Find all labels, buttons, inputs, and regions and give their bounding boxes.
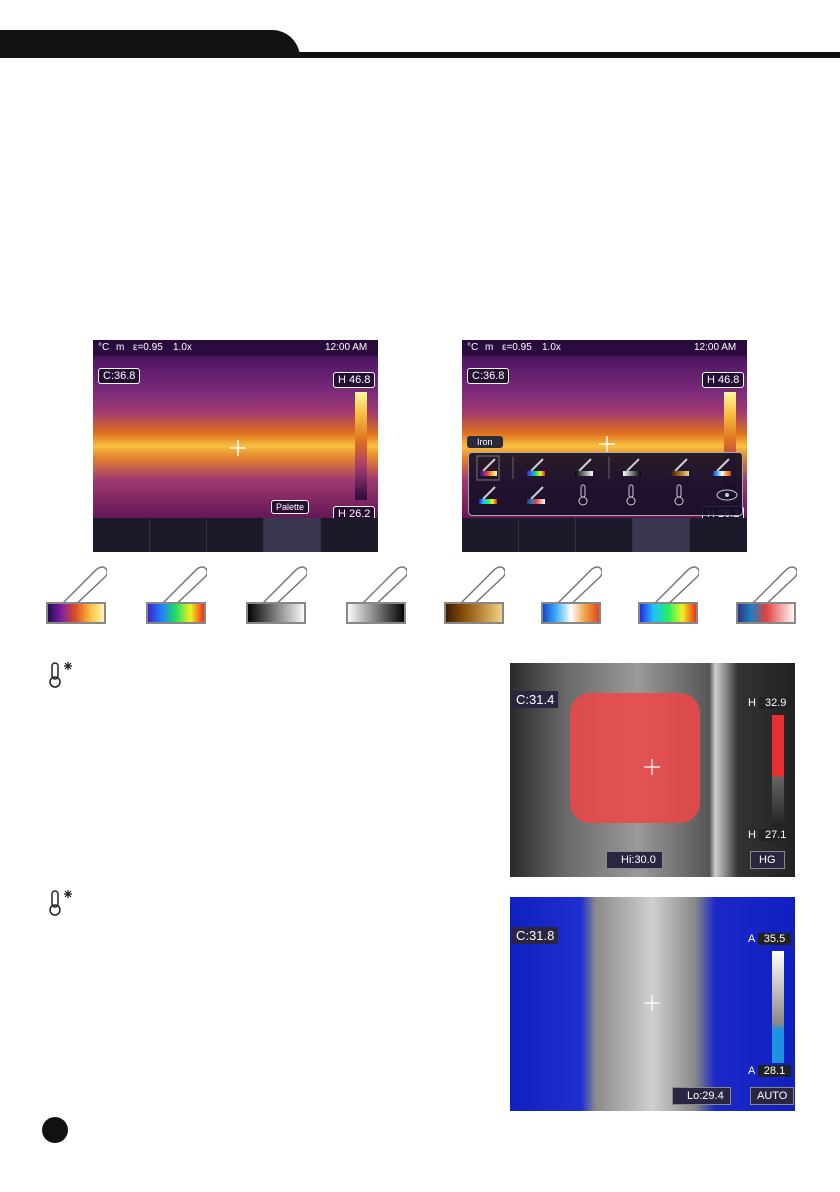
palette-swatch xyxy=(346,566,407,624)
distance-unit: m xyxy=(485,342,494,353)
emissivity: ε=0.95 xyxy=(133,342,163,353)
center-temp: C:31.8 xyxy=(512,927,559,944)
palette-swatch xyxy=(638,566,699,624)
top-temp: 35.5 xyxy=(757,933,792,945)
camera-screen: °C m ε=0.95 1.0x 12:00 AM C:36.8 H 46.8 … xyxy=(462,340,747,552)
bottom-label: A xyxy=(748,1065,755,1077)
time: 12:00 AM xyxy=(694,342,737,353)
toolbar xyxy=(93,518,378,552)
distance-unit: m xyxy=(116,342,125,353)
palette-swatch xyxy=(444,566,505,624)
crosshair xyxy=(644,759,660,775)
alarm-region xyxy=(570,693,700,823)
palette-menu xyxy=(468,452,743,516)
crosshair xyxy=(230,440,246,456)
status-bar: °C m ε=0.95 1.0x 12:00 AM xyxy=(462,340,747,356)
color-scale xyxy=(772,951,784,1063)
center-temp: C:36.8 xyxy=(467,368,510,384)
toolbar xyxy=(462,518,747,552)
thermal-image: C:31.4 H 32.9 H 27.1 HG Hi:30.0 xyxy=(510,663,795,877)
alarm-threshold: Lo:29.4 xyxy=(672,1087,731,1105)
high-label: H xyxy=(338,374,346,386)
alarm-mode: HG xyxy=(750,851,785,869)
palette-swatch xyxy=(246,566,307,624)
crosshair xyxy=(644,995,660,1011)
palette-swatch xyxy=(736,566,797,624)
tooltip: Palette xyxy=(271,500,310,514)
alarm-mode: AUTO xyxy=(750,1087,795,1105)
unit: °C xyxy=(467,342,479,353)
palette-swatch xyxy=(46,566,107,624)
bottom-temp: 28.1 xyxy=(757,1065,792,1077)
center-temp: C:36.8 xyxy=(98,368,141,384)
unit: °C xyxy=(98,342,110,353)
crosshair xyxy=(599,436,615,452)
top-label: H xyxy=(748,697,756,709)
selected-palette: Iron xyxy=(467,436,503,448)
camera-screen: °C m ε=0.95 1.0x 12:00 AM C:36.8 H 46.8 … xyxy=(93,340,378,552)
palette-swatch xyxy=(146,566,207,624)
color-scale xyxy=(772,715,784,827)
high-temp: 46.8 xyxy=(718,374,740,386)
top-label: A xyxy=(748,933,755,945)
high-alarm-icon xyxy=(49,662,72,688)
high-label: H xyxy=(707,374,715,386)
alarm-threshold: Hi:30.0 xyxy=(606,851,663,869)
high-temp: 46.8 xyxy=(349,374,371,386)
zoom: 1.0x xyxy=(542,342,561,353)
thermal-image: C:31.8 A 35.5 A 28.1 AUTO Lo:29.4 xyxy=(510,897,795,1111)
palette-swatch xyxy=(541,566,602,624)
low-alarm-icon xyxy=(49,890,72,916)
palette-icons xyxy=(476,455,738,506)
header-rule xyxy=(0,52,840,58)
center-temp: C:31.4 xyxy=(512,691,559,708)
status-bar: °C m ε=0.95 1.0x 12:00 AM xyxy=(93,340,378,356)
emissivity: ε=0.95 xyxy=(502,342,532,353)
page-marker xyxy=(42,1117,68,1143)
time: 12:00 AM xyxy=(325,342,368,353)
zoom: 1.0x xyxy=(173,342,192,353)
low-label: H xyxy=(338,508,346,520)
bottom-temp: 27.1 xyxy=(759,829,793,841)
bottom-label: H xyxy=(748,829,756,841)
top-temp: 32.9 xyxy=(759,697,793,709)
color-scale xyxy=(355,392,367,500)
low-temp: 26.2 xyxy=(349,508,371,520)
